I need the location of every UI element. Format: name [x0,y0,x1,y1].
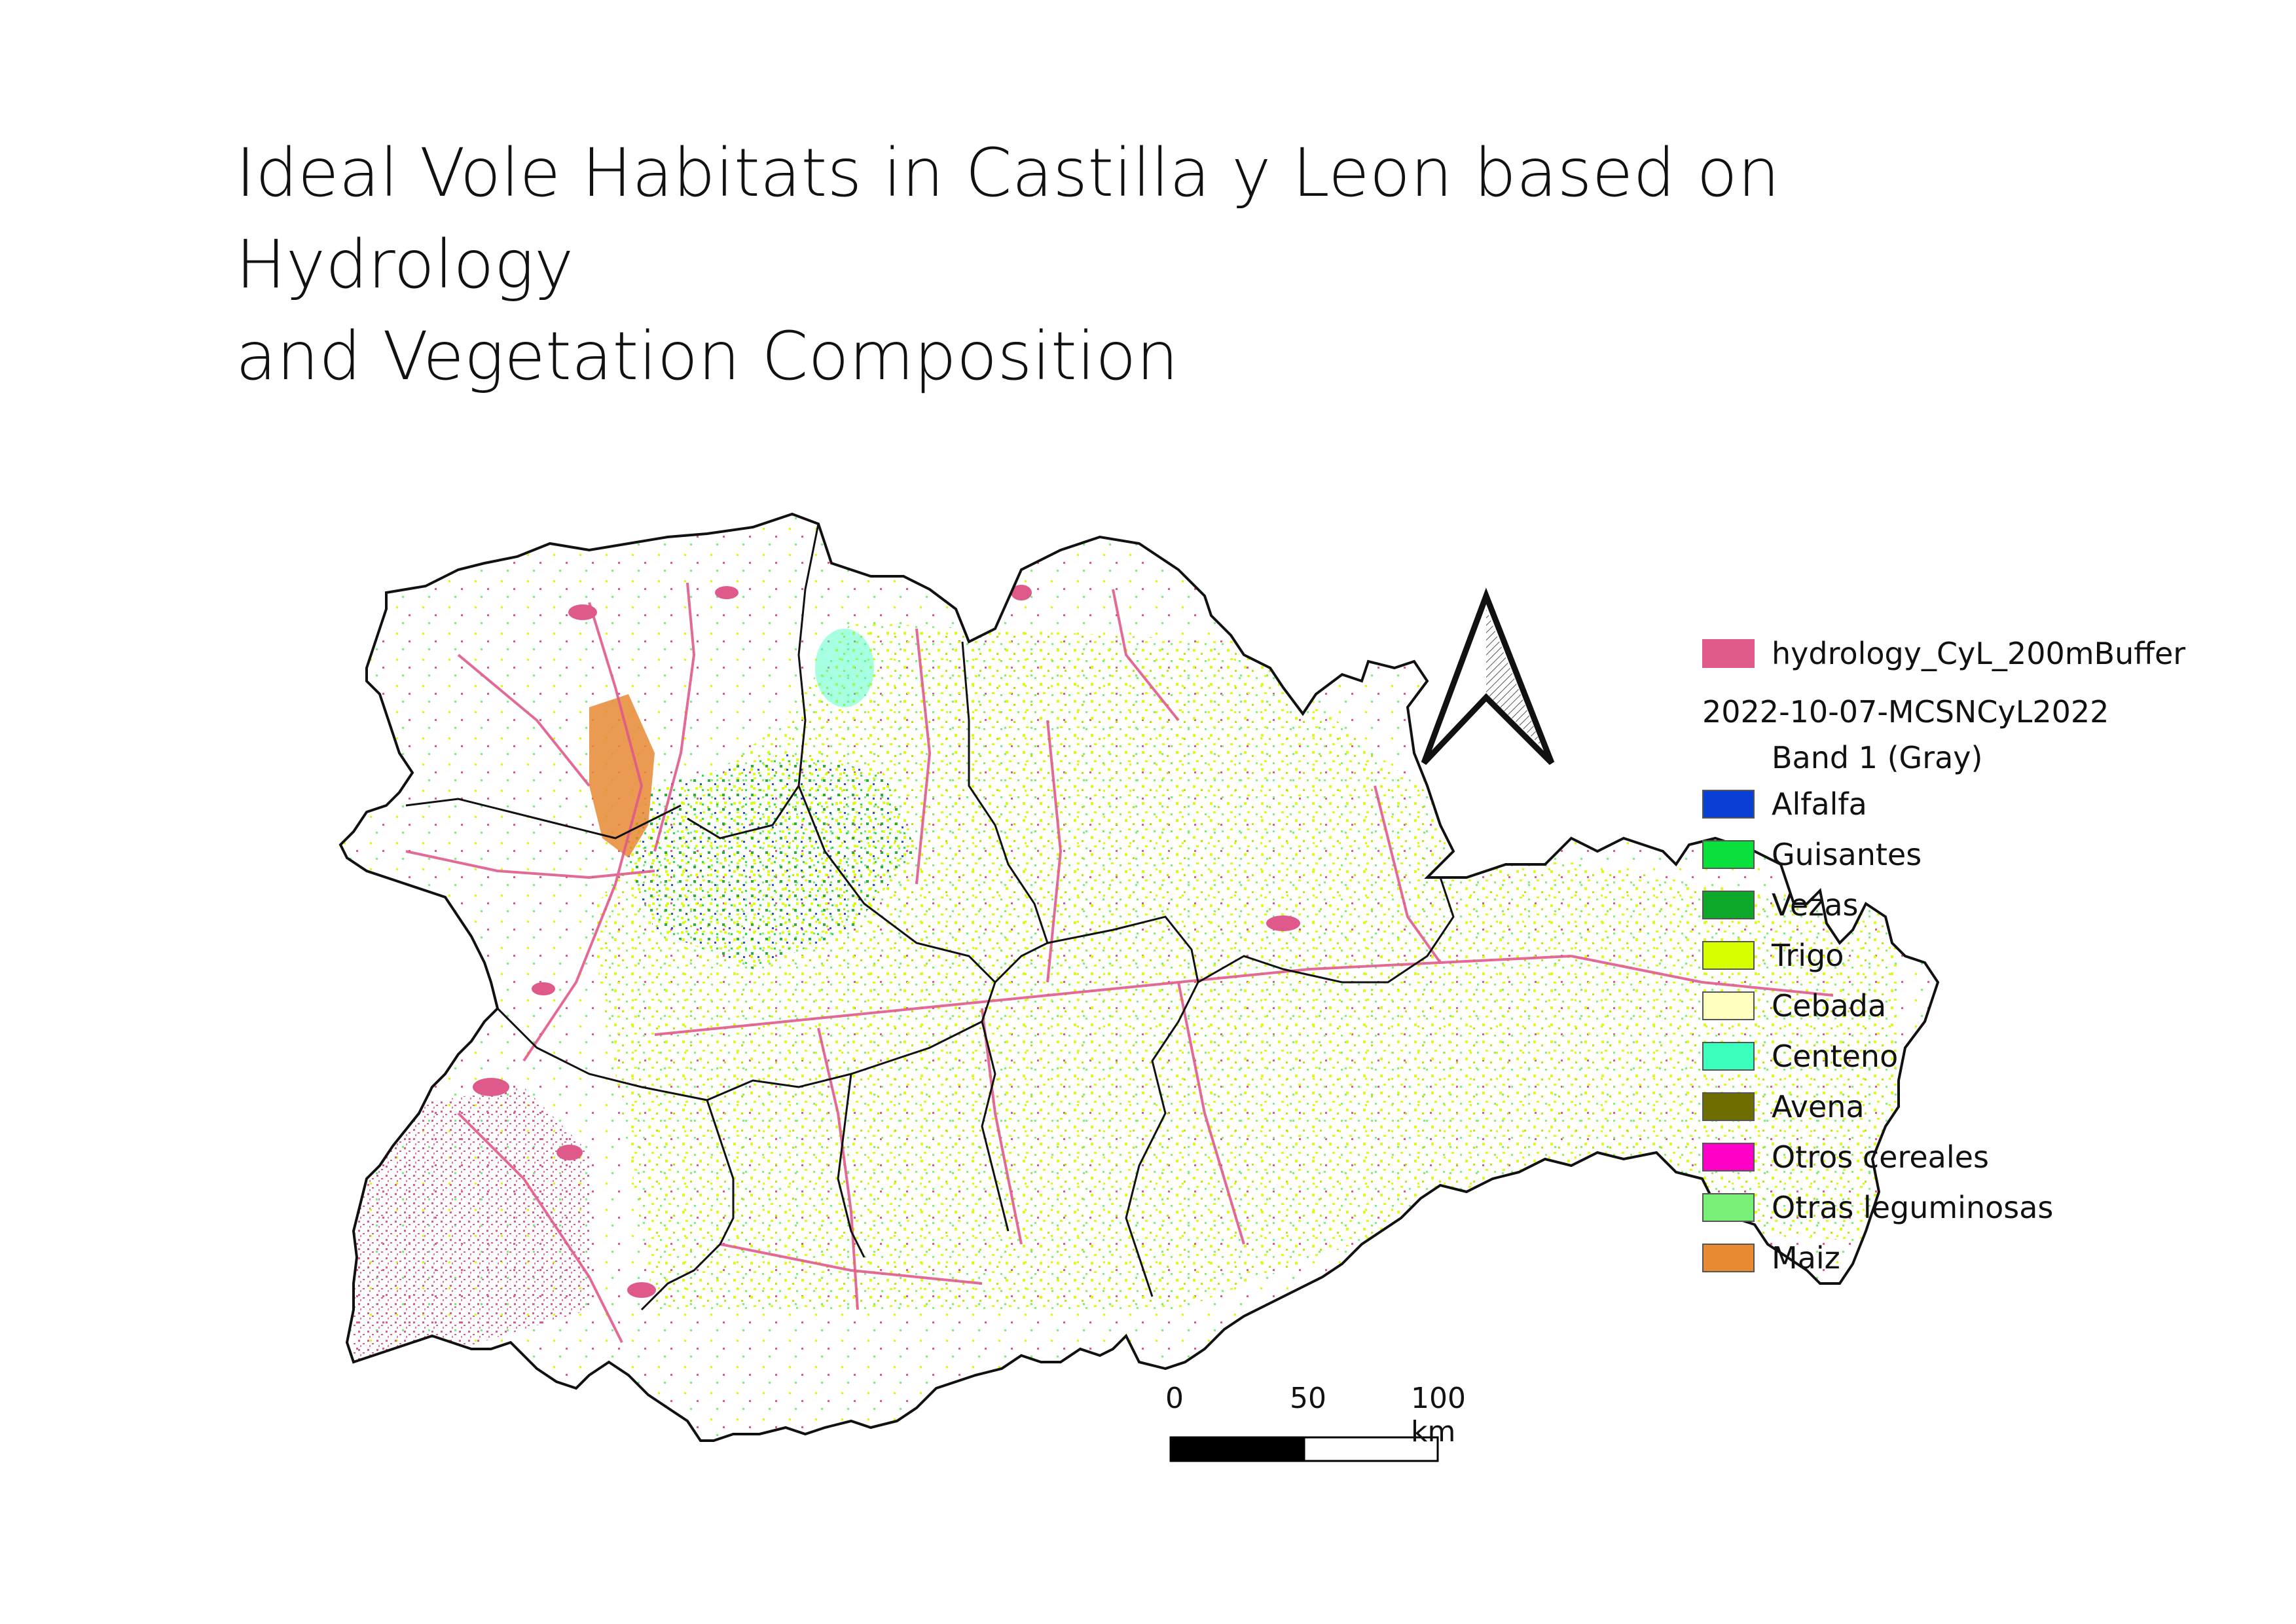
legend-swatch [1702,1244,1755,1272]
legend-item-maiz: Maiz [1702,1240,1840,1276]
legend-label: Otros cereales [1772,1139,1989,1175]
legend-swatch [1702,1092,1755,1121]
legend-label-hydrology: hydrology_CyL_200mBuffer [1772,636,2186,671]
legend-label: Centeno [1772,1039,1899,1074]
hydrology-reservoirs [473,585,1300,1298]
legend-item-cebada: Cebada [1702,987,1886,1024]
scale-label-100-km: 100 km [1411,1382,1466,1449]
legend-swatch [1702,1042,1755,1071]
legend-item-centeno: Centeno [1702,1038,1898,1075]
legend-item-guisantes: Guisantes [1702,836,1922,873]
legend-item-otros-cereales: Otros cereales [1702,1139,1989,1175]
legend-item-vezas: Vezas [1702,887,1859,923]
province-boundaries [405,523,1455,1311]
legend-label: Guisantes [1772,837,1922,872]
legend-label: Maiz [1772,1240,1840,1276]
scale-label-50: 50 [1290,1382,1326,1415]
scale-bar-graphic [1169,1436,1439,1462]
title-line-2: and Vegetation Composition [236,318,1179,396]
legend-item-otras-leguminosas: Otras leguminosas [1702,1189,2053,1226]
legend-swatch [1702,790,1755,819]
legend-swatch [1702,941,1755,970]
legend-swatch [1702,1193,1755,1222]
title-line-1: Ideal Vole Habitats in Castilla y Leon b… [236,134,1780,304]
legend-label: Avena [1772,1089,1865,1124]
legend-swatch [1702,840,1755,869]
legend-band-label: Band 1 (Gray) [1772,740,1983,775]
legend-item-alfalfa: Alfalfa [1702,786,1867,822]
region-outline [338,512,1940,1442]
scale-bar: 0 50 100 km [1165,1382,1466,1467]
legend-swatch [1702,991,1755,1020]
legend-swatch [1702,1143,1755,1172]
hydrology-rivers [405,582,1834,1343]
legend-raster-name: 2022-10-07-MCSNCyL2022 [1702,694,2109,729]
map-title: Ideal Vole Habitats in Castilla y Leon b… [236,128,2003,403]
legend-label: Alfalfa [1772,786,1867,822]
legend-label: Cebada [1772,988,1887,1024]
legend-swatch-hydrology [1702,639,1755,668]
legend-item-avena: Avena [1702,1088,1865,1125]
north-arrow-icon [1421,587,1555,766]
legend-label: Trigo [1772,938,1844,973]
legend-swatch [1702,891,1755,919]
legend-item-trigo: Trigo [1702,937,1844,974]
legend-label: Otras leguminosas [1772,1190,2054,1225]
scale-label-0: 0 [1165,1382,1184,1415]
legend-item-hydrology: hydrology_CyL_200mBuffer [1702,635,2185,672]
legend-label: Vezas [1772,887,1859,923]
